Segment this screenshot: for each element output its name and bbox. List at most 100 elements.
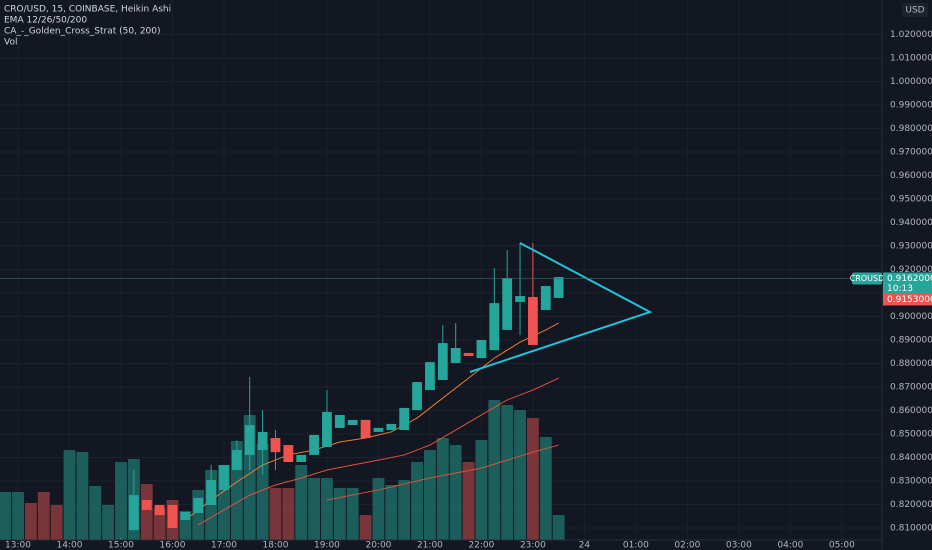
candle-body: [193, 497, 204, 513]
volume-bar: [552, 515, 565, 540]
volume-bar: [179, 511, 192, 540]
volume-bar: [63, 450, 76, 540]
volume-bar: [205, 470, 218, 540]
countdown-label: 10:13: [887, 284, 913, 294]
volume-bar: [50, 505, 63, 540]
candle-body: [334, 414, 345, 428]
candle-body: [322, 411, 332, 447]
x-tick-label: 03:00: [726, 541, 752, 550]
candle-body: [463, 352, 474, 357]
x-tick-label: 18:00: [262, 541, 288, 550]
volume-bar: [102, 505, 115, 540]
y-tick-label: 0.86000000: [890, 406, 932, 416]
candle-body: [399, 407, 410, 431]
volume-bar: [501, 405, 514, 540]
y-tick-label: 0.94000000: [890, 218, 932, 228]
x-tick-label: 24: [579, 541, 591, 550]
candle-body: [167, 504, 178, 529]
volume-bar: [308, 478, 321, 540]
x-tick-label: 14:00: [57, 541, 83, 550]
y-tick-label: 0.81000000: [890, 524, 932, 534]
y-tick-label: 1.00000000: [890, 77, 932, 87]
candle-body: [360, 419, 371, 439]
ema-line: [185, 322, 559, 521]
volume-bar: [436, 438, 449, 540]
y-tick-label: 0.97000000: [890, 148, 932, 158]
x-tick-label: 13:00: [5, 541, 31, 550]
candle-body: [515, 296, 525, 302]
candle-body: [437, 343, 448, 380]
volume-pane: [0, 400, 565, 540]
x-tick-label: 21:00: [417, 541, 443, 550]
volume-bar: [346, 488, 359, 540]
y-tick-label: 0.84000000: [890, 453, 932, 463]
candle-body: [528, 297, 538, 345]
volume-bar: [526, 418, 539, 540]
volume-bar: [218, 465, 230, 540]
volume-bar: [37, 492, 50, 540]
candle-body: [309, 434, 319, 455]
candles: [107, 242, 564, 540]
y-tick-label: 0.82000000: [890, 500, 932, 510]
triangle-drawing[interactable]: [469, 242, 653, 373]
candle-body: [386, 423, 397, 431]
volume-bar: [359, 515, 372, 540]
volume-bar: [398, 480, 411, 540]
candle-body: [502, 277, 513, 330]
volume-bar: [230, 441, 243, 540]
y-tick-label: 0.96000000: [890, 171, 932, 181]
indicator-label: Vol: [4, 38, 17, 48]
candle-body: [180, 512, 191, 521]
volume-bar: [115, 462, 127, 540]
candle-body: [347, 419, 358, 426]
candle-body: [128, 495, 139, 531]
indicator-label: EMA 12/26/50/200: [4, 16, 87, 26]
candle-body: [283, 445, 294, 462]
volume-bar: [282, 488, 295, 540]
x-tick-label: 15:00: [108, 541, 134, 550]
volume-bar: [514, 410, 526, 540]
y-tick-label: 0.89000000: [890, 336, 932, 346]
volume-bar: [488, 400, 501, 540]
volume-bar: [449, 445, 462, 540]
candle-body: [219, 465, 229, 490]
volume-bar: [321, 478, 333, 540]
candle-body: [231, 450, 242, 470]
y-tick-label: 1.02000000: [890, 30, 932, 40]
x-tick-label: 16:00: [160, 541, 186, 550]
candle-body: [154, 504, 165, 516]
prev-price-label: 0.91530000: [887, 295, 932, 305]
volume-bar: [385, 485, 398, 540]
chart-title: CRO/USD, 15, COINBASE, Heikin Ashi: [4, 5, 171, 15]
volume-bar: [12, 492, 24, 540]
candle-body: [206, 480, 216, 505]
volume-bar: [462, 462, 475, 540]
y-tick-label: 0.87000000: [890, 383, 932, 393]
currency-button[interactable]: [902, 3, 928, 17]
volume-bar: [0, 492, 12, 540]
x-tick-label: 02:00: [674, 541, 700, 550]
candle-body: [244, 425, 255, 455]
y-tick-label: 0.98000000: [890, 124, 932, 134]
volume-bar: [153, 508, 166, 540]
indicator-lines: [185, 322, 559, 526]
y-tick-label: 0.99000000: [890, 101, 932, 111]
candle-body: [141, 500, 152, 510]
volume-bar: [475, 440, 488, 540]
symbol-badge: [852, 272, 882, 285]
candle-body: [540, 285, 551, 310]
last-price-badge: [883, 272, 932, 295]
prev-price-badge: [883, 293, 932, 306]
y-tick-label: 0.95000000: [890, 195, 932, 205]
candle-body: [296, 454, 307, 462]
x-tick-label: 04:00: [777, 541, 803, 550]
currency-label: USD: [905, 6, 924, 16]
x-tick-label: 20:00: [365, 541, 391, 550]
x-tick-label: 19:00: [314, 541, 340, 550]
x-tick-label: 01:00: [623, 541, 649, 550]
ema-line: [197, 377, 559, 526]
candle-body: [412, 382, 422, 411]
y-tick-label: 0.83000000: [890, 477, 932, 487]
candle-body: [425, 362, 435, 391]
